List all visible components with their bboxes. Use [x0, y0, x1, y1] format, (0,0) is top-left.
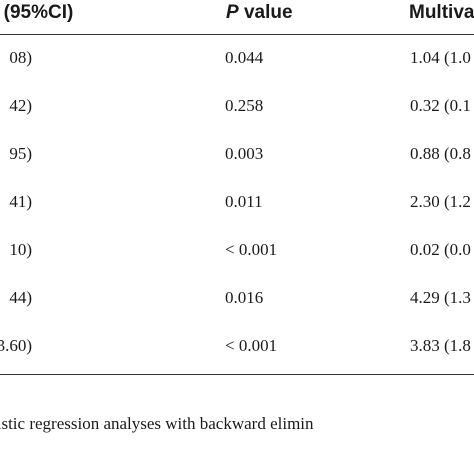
table-row: 95) 0.003 0.88 (0.8 — [0, 130, 474, 178]
univariate-or-cell: 42) — [9, 96, 32, 115]
p-value-cell: 0.258 — [225, 96, 264, 115]
p-value-cell: 0.016 — [225, 288, 264, 307]
p-value-cell: < 0.001 — [225, 336, 278, 355]
table-row: 44) 0.016 4.29 (1.3 — [0, 274, 474, 322]
univariate-or-cell: 3.60) — [0, 336, 32, 355]
p-value-header-rest: value — [238, 2, 293, 23]
multivariate-or-header: Multiva — [409, 2, 474, 23]
univariate-or-cell: 08) — [9, 48, 32, 67]
p-value-header: P value — [226, 0, 293, 26]
table-caption: ble logistic regression analyses with ba… — [0, 414, 314, 433]
multivariate-or-cell: 3.83 (1.8 — [410, 336, 471, 355]
multivariate-or-cell: 0.32 (0.1 — [410, 96, 471, 115]
multivariate-or-cell: 4.29 (1.3 — [410, 288, 471, 307]
table-row: 10) < 0.001 0.02 (0.0 — [0, 226, 474, 274]
table-row: 42) 0.258 0.32 (0.1 — [0, 82, 474, 130]
header-rule — [0, 34, 474, 35]
univariate-or-cell: 44) — [9, 288, 32, 307]
p-value-header-p: P — [226, 2, 239, 23]
p-value-cell: 0.011 — [225, 192, 263, 211]
p-value-cell: 0.044 — [225, 48, 264, 67]
univariate-or-cell: 95) — [9, 144, 32, 163]
table-bottom-rule — [0, 374, 474, 375]
table-row: 08) 0.044 1.04 (1.0 — [0, 34, 474, 82]
table-row: 41) 0.011 2.30 (1.2 — [0, 178, 474, 226]
multivariate-or-cell: 0.88 (0.8 — [410, 144, 471, 163]
multivariate-or-cell: 0.02 (0.0 — [410, 240, 471, 259]
p-value-cell: 0.003 — [225, 144, 264, 163]
univariate-or-cell: 41) — [9, 192, 32, 211]
table-row: 3.60) < 0.001 3.83 (1.8 — [0, 322, 474, 370]
multivariate-or-cell: 2.30 (1.2 — [410, 192, 471, 211]
univariate-or-header: e OR (95%CI) — [0, 2, 74, 23]
multivariate-or-cell: 1.04 (1.0 — [410, 48, 471, 67]
univariate-or-cell: 10) — [9, 240, 32, 259]
p-value-cell: < 0.001 — [225, 240, 278, 259]
